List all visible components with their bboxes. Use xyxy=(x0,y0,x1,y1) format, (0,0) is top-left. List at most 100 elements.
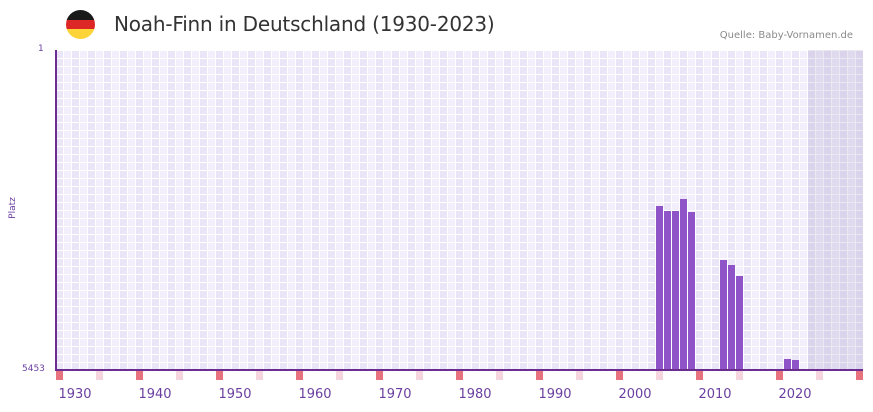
grid-cell xyxy=(160,283,167,290)
grid-cell xyxy=(848,347,855,354)
grid-cell xyxy=(256,331,263,338)
grid-cell xyxy=(568,155,575,162)
grid-cell xyxy=(832,219,839,226)
grid-cell xyxy=(176,99,183,106)
grid-cell xyxy=(432,211,439,218)
grid-cell xyxy=(168,163,175,170)
grid-cell xyxy=(288,259,295,266)
grid-cell xyxy=(576,131,583,138)
grid-cell xyxy=(72,91,79,98)
grid-cell xyxy=(568,107,575,114)
grid-cell xyxy=(616,83,623,90)
grid-cell xyxy=(656,163,663,170)
grid-cell xyxy=(760,299,767,306)
grid-cell xyxy=(72,67,79,74)
grid-cell xyxy=(104,211,111,218)
grid-cell xyxy=(624,67,631,74)
grid-column xyxy=(96,50,104,370)
grid-cell xyxy=(544,275,551,282)
grid-column xyxy=(360,50,368,370)
grid-cell xyxy=(136,331,143,338)
grid-cell xyxy=(456,123,463,130)
grid-cell xyxy=(304,275,311,282)
grid-cell xyxy=(144,115,151,122)
grid-cell xyxy=(552,211,559,218)
bar-2003[interactable] xyxy=(656,206,663,370)
bar-2006[interactable] xyxy=(680,199,687,370)
grid-cell xyxy=(488,195,495,202)
grid-cell xyxy=(752,347,759,354)
grid-cell xyxy=(208,243,215,250)
grid-cell xyxy=(224,307,231,314)
plot-area xyxy=(55,50,863,370)
grid-cell xyxy=(760,187,767,194)
grid-cell xyxy=(496,123,503,130)
grid-cell xyxy=(592,163,599,170)
grid-cell xyxy=(328,323,335,330)
grid-cell xyxy=(480,275,487,282)
grid-cell xyxy=(104,155,111,162)
grid-cell xyxy=(536,195,543,202)
grid-cell xyxy=(832,227,839,234)
grid-cell xyxy=(120,131,127,138)
grid-cell xyxy=(704,155,711,162)
grid-cell xyxy=(256,243,263,250)
grid-cell xyxy=(216,251,223,258)
grid-cell xyxy=(800,347,807,354)
grid-cell xyxy=(544,259,551,266)
grid-cell xyxy=(176,307,183,314)
grid-cell xyxy=(496,163,503,170)
grid-cell xyxy=(440,147,447,154)
bar-2005[interactable] xyxy=(672,211,679,370)
grid-cell xyxy=(728,243,735,250)
bar-2013[interactable] xyxy=(736,276,743,370)
grid-cell xyxy=(432,131,439,138)
grid-cell xyxy=(536,243,543,250)
grid-cell xyxy=(336,179,343,186)
grid-cell xyxy=(832,203,839,210)
grid-cell xyxy=(304,147,311,154)
bar-2007[interactable] xyxy=(688,212,695,370)
grid-cell xyxy=(264,275,271,282)
grid-cell xyxy=(408,115,415,122)
grid-cell xyxy=(576,339,583,346)
grid-cell xyxy=(656,59,663,66)
grid-cell xyxy=(584,251,591,258)
grid-cell xyxy=(560,195,567,202)
grid-cell xyxy=(256,171,263,178)
grid-cell xyxy=(112,219,119,226)
grid-cell xyxy=(384,267,391,274)
bar-2012[interactable] xyxy=(728,265,735,370)
grid-cell xyxy=(552,195,559,202)
grid-cell xyxy=(400,203,407,210)
grid-cell xyxy=(832,355,839,362)
grid-cell xyxy=(416,75,423,82)
grid-cell xyxy=(760,219,767,226)
grid-cell xyxy=(448,131,455,138)
grid-cell xyxy=(64,227,71,234)
grid-cell xyxy=(528,59,535,66)
grid-cell xyxy=(768,339,775,346)
grid-cell xyxy=(648,331,655,338)
grid-cell xyxy=(312,115,319,122)
bar-2020[interactable] xyxy=(792,360,799,370)
bar-2004[interactable] xyxy=(664,211,671,370)
grid-cell xyxy=(840,115,847,122)
grid-cell xyxy=(424,155,431,162)
grid-cell xyxy=(408,259,415,266)
grid-cell xyxy=(848,211,855,218)
grid-cell xyxy=(736,251,743,258)
grid-cell xyxy=(184,339,191,346)
grid-cell xyxy=(560,147,567,154)
y-axis-title: Platz xyxy=(7,197,18,219)
grid-cell xyxy=(768,315,775,322)
grid-cell xyxy=(696,163,703,170)
x-tick-1960: 1960 xyxy=(298,387,332,402)
grid-cell xyxy=(232,243,239,250)
grid-cell xyxy=(464,115,471,122)
grid-cell xyxy=(208,267,215,274)
bar-2019[interactable] xyxy=(784,359,791,370)
grid-cell xyxy=(744,83,751,90)
bar-2011[interactable] xyxy=(720,260,727,370)
grid-cell xyxy=(56,115,63,122)
